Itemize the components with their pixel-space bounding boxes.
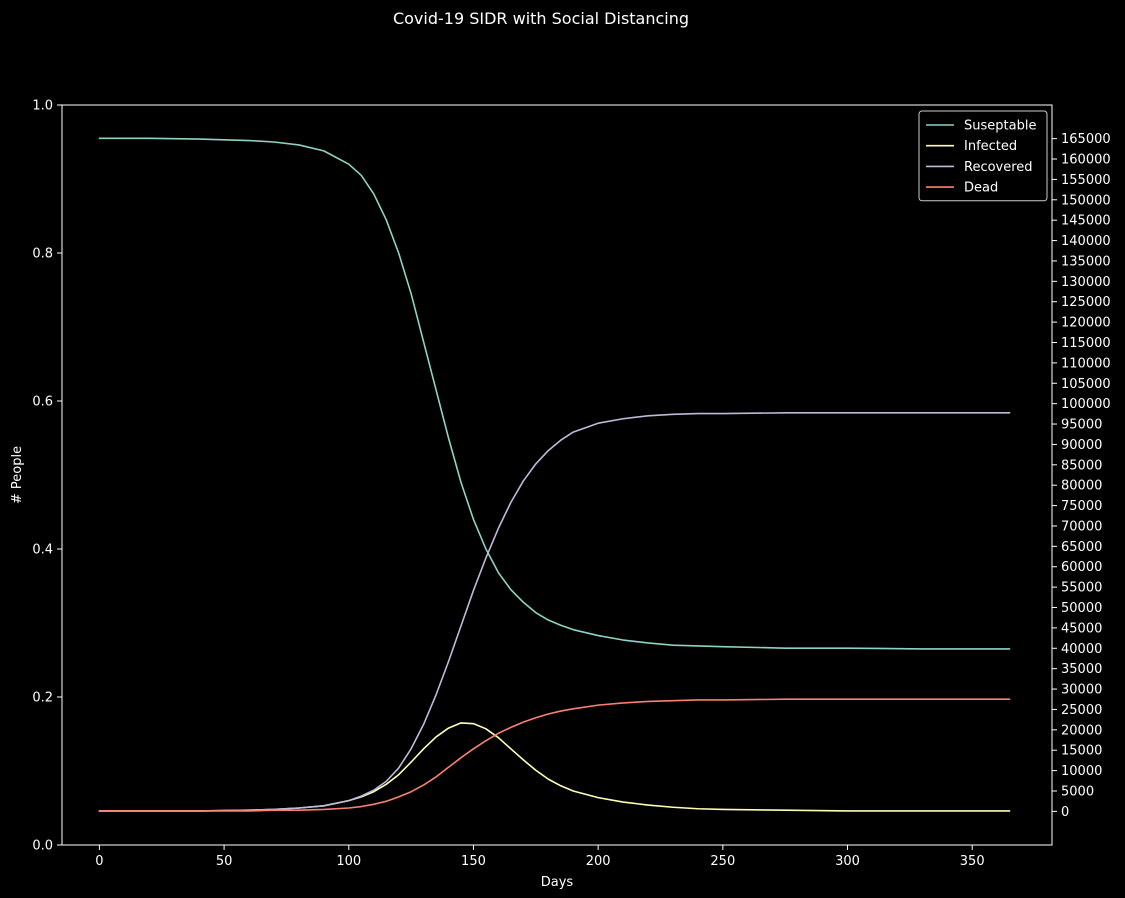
right-y-tick-label: 125000 [1061, 295, 1111, 310]
right-y-tick-label: 160000 [1061, 153, 1111, 168]
legend-box [918, 110, 1048, 202]
right-y-tick-label: 105000 [1061, 377, 1111, 392]
right-y-tick-label: 130000 [1061, 275, 1111, 290]
legend: Suseptable Infected Recovered Dead [918, 110, 1048, 202]
x-axis-label: Days [541, 875, 574, 890]
x-tick-label: 100 [336, 854, 361, 869]
right-y-tick-label: 140000 [1061, 234, 1111, 249]
right-y-tick-label: 30000 [1061, 683, 1102, 698]
y-tick-label: 0.4 [32, 543, 53, 558]
chart-title: Covid-19 SIDR with Social Distancing [393, 9, 689, 28]
right-y-tick-label: 115000 [1061, 336, 1111, 351]
right-y-tick-label: 95000 [1061, 418, 1102, 433]
right-y-tick-label: 100000 [1061, 397, 1111, 412]
legend-label-dead: Dead [964, 181, 998, 196]
x-tick-label: 50 [216, 854, 233, 869]
legend-label-suseptable: Suseptable [964, 119, 1036, 134]
x-tick-label: 250 [710, 854, 735, 869]
right-y-tick-label: 145000 [1061, 214, 1111, 229]
right-y-tick-label: 110000 [1061, 356, 1111, 371]
x-tick-label: 350 [960, 854, 985, 869]
y-axis-ticks: 0.0 0.2 0.4 0.6 0.8 1.0 [32, 99, 62, 854]
right-y-tick-label: 70000 [1061, 519, 1102, 534]
x-tick-label: 300 [835, 854, 860, 869]
plot-lines [98, 137, 1011, 812]
right-y-tick-label: 65000 [1061, 540, 1102, 555]
right-y-tick-label: 80000 [1061, 479, 1102, 494]
right-y-tick-label: 20000 [1061, 723, 1102, 738]
right-y-tick-label: 165000 [1061, 132, 1111, 147]
y-tick-label: 1.0 [32, 99, 53, 114]
y-axis-label: # People [10, 446, 25, 504]
right-y-tick-label: 60000 [1061, 560, 1102, 575]
series-line-recovered [98, 412, 1011, 812]
right-y-tick-label: 35000 [1061, 662, 1102, 677]
right-y-tick-label: 120000 [1061, 316, 1111, 331]
legend-label-recovered: Recovered [964, 160, 1033, 175]
y-tick-label: 0.2 [32, 691, 53, 706]
plot-area-frame [61, 104, 1053, 846]
right-y-tick-label: 15000 [1061, 744, 1102, 759]
right-y-tick-label: 85000 [1061, 458, 1102, 473]
right-y-tick-label: 75000 [1061, 499, 1102, 514]
right-y-tick-label: 10000 [1061, 764, 1102, 779]
right-y-tick-label: 40000 [1061, 642, 1102, 657]
right-y-tick-label: 50000 [1061, 601, 1102, 616]
right-y-tick-label: 55000 [1061, 581, 1102, 596]
right-y-tick-label: 135000 [1061, 254, 1111, 269]
right-y-tick-label: 150000 [1061, 193, 1111, 208]
right-y-axis-ticks: 0 5000 10000 15000 20000 25000 30000 35000 40000… [1052, 132, 1111, 820]
series-line-suseptable [98, 137, 1011, 650]
right-y-tick-label: 0 [1061, 805, 1069, 820]
y-tick-label: 0.6 [32, 395, 53, 410]
right-y-tick-label: 155000 [1061, 173, 1111, 188]
y-tick-label: 0.8 [32, 247, 53, 262]
right-y-tick-label: 25000 [1061, 703, 1102, 718]
x-tick-label: 150 [461, 854, 486, 869]
right-y-tick-label: 45000 [1061, 621, 1102, 636]
series-line-dead [98, 698, 1011, 812]
x-tick-label: 0 [95, 854, 103, 869]
x-axis-ticks: 0 50 100 150 200 250 300 350 [95, 845, 985, 869]
right-y-tick-label: 90000 [1061, 438, 1102, 453]
y-tick-label: 0.0 [32, 839, 53, 854]
x-tick-label: 200 [586, 854, 611, 869]
legend-label-infected: Infected [964, 139, 1017, 154]
right-y-tick-label: 5000 [1061, 784, 1094, 799]
